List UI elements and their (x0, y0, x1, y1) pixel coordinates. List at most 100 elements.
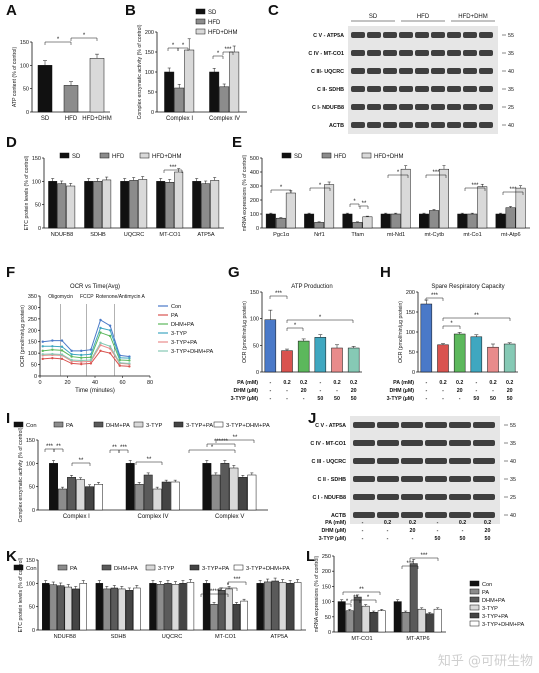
significance-label: ** (79, 458, 84, 464)
significance-label: * (227, 583, 230, 589)
marker-label: 35 (510, 477, 516, 483)
condition-value: 0.2 (283, 380, 290, 386)
legend-swatch (139, 152, 150, 159)
condition-value: - (492, 388, 494, 394)
bar (210, 604, 218, 631)
x-tick-label: mt-Co1 (463, 232, 481, 238)
chart-title: Spare Respiratory Capacity (431, 284, 504, 290)
y-tick-label: 400 (250, 170, 259, 176)
y-tick-label: 100 (26, 581, 35, 587)
bar (184, 49, 195, 113)
condition-value: - (425, 388, 427, 394)
bar (342, 213, 353, 229)
bar (324, 184, 335, 229)
condition-value: 50 (485, 536, 491, 542)
x-tick-label: Complex IV (209, 116, 240, 122)
significance-label: *** (406, 561, 414, 567)
bar (103, 588, 111, 631)
y-tick-label: 100 (145, 70, 154, 76)
band (479, 32, 493, 38)
bar (347, 347, 360, 373)
bar (437, 344, 449, 373)
bar (64, 586, 72, 631)
x-tick-label: Tfam (351, 232, 364, 238)
marker-label: 40 (508, 123, 514, 129)
band (447, 86, 461, 92)
x-tick-label: ATP5A (271, 634, 289, 640)
bar (286, 583, 294, 631)
legend-swatch (195, 18, 206, 25)
legend-swatch (57, 564, 68, 571)
significance-label: * (397, 170, 400, 176)
condition-value: 0.2 (350, 380, 357, 386)
legend-entry: 3-TYP+PA (186, 423, 213, 429)
x-tick-label: SDHB (90, 232, 106, 238)
condition-value: - (475, 388, 477, 394)
band (399, 122, 413, 128)
x-tick-label: Nrf1 (314, 232, 325, 238)
y-tick-label: 300 (28, 305, 37, 311)
y-tick-label: 150 (26, 558, 35, 564)
legend-entry: DHM+PA (482, 598, 505, 604)
legend-swatch (133, 421, 144, 428)
data-point (99, 341, 102, 345)
bar (110, 587, 119, 631)
significance-label: *** (46, 444, 54, 450)
condition-label: DHM (µM) (389, 388, 414, 394)
bar (285, 192, 296, 229)
condition-value: - (319, 388, 321, 394)
series-line (42, 342, 130, 364)
legend-entry: Con (26, 423, 37, 429)
bar (229, 467, 239, 511)
band (401, 512, 423, 518)
data-point (51, 339, 54, 342)
band-label: C II- SDHB (317, 87, 344, 93)
bar (297, 340, 310, 373)
band (351, 104, 365, 110)
y-tick-label: 200 (250, 198, 259, 204)
band (473, 440, 495, 446)
band (367, 104, 381, 110)
y-tick-label: 50 (325, 615, 331, 621)
data-point (51, 348, 54, 351)
legend-swatch (195, 28, 206, 35)
legend-swatch (213, 421, 224, 428)
condition-label: PA (mM) (237, 380, 258, 386)
significance-bracket (387, 174, 409, 178)
blot-c: C V - ATP5A 55 C IV - MT-CO1 35 C III- UQCRC… (308, 14, 514, 134)
bar (467, 213, 478, 229)
significance-bracket (71, 462, 91, 466)
injection-label: Oligomycin (48, 294, 73, 300)
significance-bracket (70, 37, 98, 41)
band (463, 50, 477, 56)
band (431, 68, 445, 74)
significance-label: ****** (207, 589, 222, 595)
y-tick-label: 200 (322, 569, 331, 575)
legend-entry: 3-TYP+PA (482, 614, 508, 620)
significance-bracket (464, 187, 486, 191)
significance-label: ** (56, 444, 61, 450)
condition-value: 20 (457, 388, 463, 394)
y-tick-label: 250 (322, 554, 331, 560)
data-point (108, 329, 112, 332)
y-tick-label: 100 (406, 330, 415, 336)
y-tick-label: 0 (26, 110, 29, 116)
y-tick-label: 150 (145, 50, 154, 56)
bar (278, 582, 287, 631)
condition-label: 3-TYP (µM) (231, 396, 259, 402)
data-point (118, 356, 121, 359)
band (447, 50, 461, 56)
y-tick-label: 50 (31, 363, 37, 369)
band (463, 86, 477, 92)
band-label: C II - SDHB (318, 477, 347, 483)
bar (353, 596, 362, 633)
data-point (41, 357, 44, 361)
bar (171, 584, 180, 631)
bar (37, 65, 53, 113)
significance-label: ** (147, 457, 152, 463)
legend-swatch (195, 8, 206, 15)
y-tick-label: 100 (20, 63, 29, 69)
band (479, 50, 493, 56)
